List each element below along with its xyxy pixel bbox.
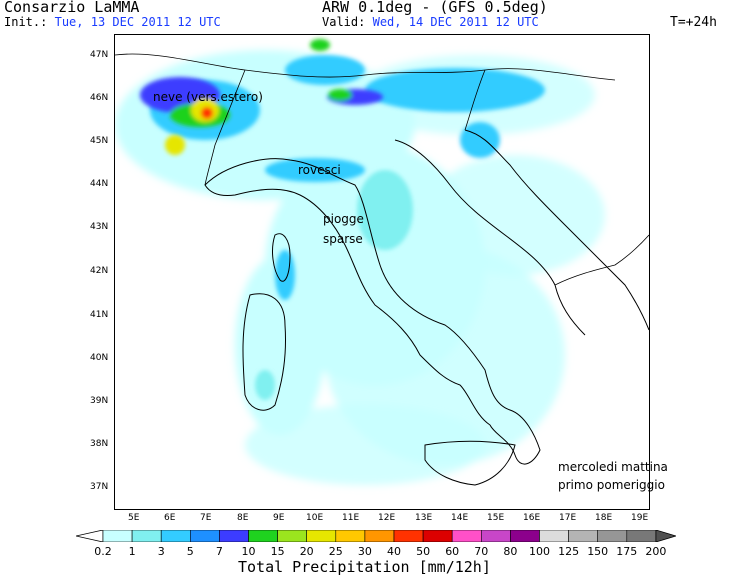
lat-label: 39N [90,396,109,406]
legend-tick-label: 150 [587,545,609,558]
legend-tick-label: 60 [445,545,460,558]
lat-label: 47N [90,50,109,60]
legend-tick-label: 125 [558,545,580,558]
lon-label: 9E [273,513,285,523]
colorbar-bin [568,530,599,542]
lon-label: 7E [200,513,212,523]
init-time: Init.: Tue, 13 DEC 2011 12 UTC [4,15,221,29]
coastlines [115,53,649,486]
colorbar-bin [277,530,308,542]
valid-value: Wed, 14 DEC 2011 12 UTC [372,15,539,29]
legend-tick-label: 40 [387,545,401,558]
legend-tick-label: 30 [357,545,372,558]
colorbar-bin [364,530,395,542]
legend-tick-label: 175 [616,545,638,558]
legend-tick-label: 0.2 [94,545,112,558]
init-value: Tue, 13 DEC 2011 12 UTC [54,15,221,29]
lon-label: 16E [523,513,541,523]
annotation-showers: rovesci [298,163,341,177]
colorbar-bin [335,530,366,542]
lon-label: 18E [595,513,613,523]
colorbar-bin [190,530,220,542]
map-canvas [115,39,649,486]
lon-label: 19E [631,513,649,523]
precip-light [115,50,605,485]
legend-tick-label: 15 [270,545,285,558]
colorbar-bin [510,530,540,542]
lon-label: 12E [378,513,396,523]
colorbar-bin [626,530,657,542]
colorbar-bin [102,530,133,542]
annotation-snow: neve (vers.estero) [153,90,263,104]
legend-tick-label: 100 [529,545,550,558]
lat-label: 45N [90,136,109,146]
lat-label: 44N [90,179,109,189]
annotation-rain-line2: sparse [323,232,363,246]
legend-tick-label: 70 [474,545,489,558]
lon-label: 17E [559,513,577,523]
precipitation-map [114,34,650,510]
valid-time: Valid: Wed, 14 DEC 2011 12 UTC [322,15,539,29]
legend-tick-label: 20 [299,545,314,558]
colorbar-max-arrow [655,530,676,542]
legend-tick-label: 3 [157,545,165,558]
lon-label: 5E [128,513,140,523]
precip-moderate [150,55,545,400]
lon-label: 8E [237,513,249,523]
lon-label: 10E [306,513,324,523]
legend-tick-label: 7 [215,545,223,558]
lon-label: 13E [415,513,433,523]
precipitation-colorbar [76,530,676,542]
valid-prefix: Valid: [322,15,366,29]
lat-label: 40N [90,353,109,363]
forecast-step: T=+24h [670,15,717,30]
colorbar-bin [451,530,482,542]
colorbar-bin [160,530,191,542]
lon-label: 14E [451,513,469,523]
annotation-period-line2: primo pomeriggio [558,478,665,492]
legend-tick-label: 10 [241,545,256,558]
init-prefix: Init.: [4,15,48,29]
legend-title: Total Precipitation [mm/12h] [238,558,491,576]
colorbar-bin [248,530,278,542]
annotation-rain-line1: piogge [323,212,364,226]
legend-tick-label: 200 [645,545,667,558]
colorbar-bin [393,530,424,542]
legend-tick-label: 80 [503,545,518,558]
lat-label: 37N [90,482,109,492]
legend-tick-label: 5 [186,545,194,558]
colorbar-bin [539,530,569,542]
lat-label: 42N [90,266,109,276]
organization-title: Consarzio LaMMA [4,0,140,16]
colorbar-bin [219,530,249,542]
lat-label: 43N [90,222,109,232]
legend-tick-label: 1 [128,545,136,558]
lon-label: 11E [342,513,360,523]
lat-label: 46N [90,93,109,103]
lat-label: 38N [90,439,109,449]
model-title: ARW 0.1deg - (GFS 0.5deg) [322,0,548,16]
legend-tick-label: 25 [328,545,343,558]
lon-label: 15E [487,513,505,523]
colorbar-min-arrow [76,530,104,542]
colorbar-bin [597,530,628,542]
colorbar-bin [306,530,337,542]
colorbar-bin [480,530,511,542]
lon-label: 6E [164,513,176,523]
lat-label: 41N [90,310,109,320]
colorbar-bin [422,530,453,542]
legend-tick-label: 50 [416,545,431,558]
annotation-period-line1: mercoledi mattina [558,460,668,474]
colorbar-bin [131,530,162,542]
precip-heavy [140,39,383,155]
